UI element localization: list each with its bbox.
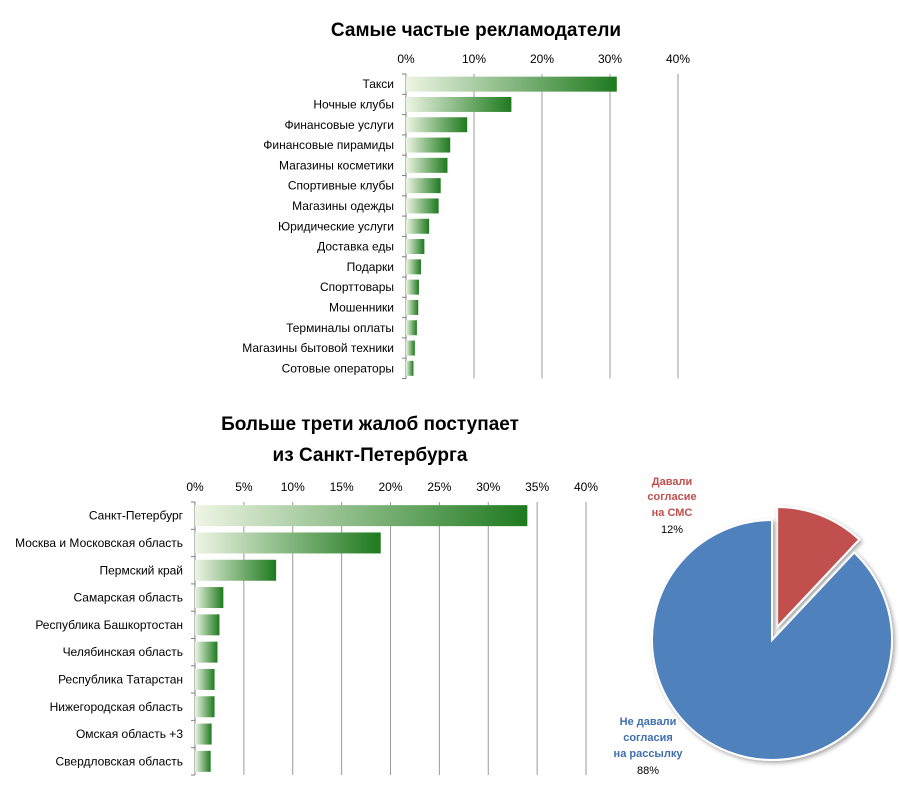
- category-label: Сотовые операторы: [282, 361, 394, 375]
- category-label: Магазины косметики: [279, 158, 394, 172]
- x-tick-label: 10%: [281, 480, 305, 494]
- category-label: Свердловская область: [56, 754, 183, 768]
- bar: [406, 279, 419, 295]
- pie-slice: [776, 505, 861, 630]
- pie-label-not-consented-line-2: согласия: [623, 732, 673, 744]
- bar: [406, 259, 421, 275]
- bar: [406, 178, 441, 194]
- category-label: Республика Татарстан: [58, 672, 183, 686]
- bar: [406, 76, 617, 92]
- bar: [406, 96, 512, 112]
- category-label: Ночные клубы: [313, 97, 394, 111]
- x-tick-label: 0%: [397, 52, 415, 66]
- bar: [406, 360, 414, 376]
- category-label: Санкт-Петербург: [89, 509, 184, 523]
- bar: [195, 696, 215, 718]
- category-label: Финансовые пирамиды: [263, 138, 394, 152]
- x-tick-label: 35%: [525, 480, 549, 494]
- bar: [195, 641, 218, 663]
- x-tick-label: 30%: [598, 52, 622, 66]
- pie-label-consented-line-1: Давали: [652, 476, 692, 488]
- x-tick-label: 25%: [427, 480, 451, 494]
- pie-labels: Давали согласие на СМС 12% Не давали сог…: [614, 476, 697, 777]
- bar: [195, 750, 211, 772]
- pie-label-consented-line-2: согласие: [647, 491, 696, 503]
- pie-slice: [651, 518, 893, 761]
- bar: [406, 239, 425, 255]
- category-label: Магазины бытовой техники: [242, 341, 394, 355]
- x-tick-label: 20%: [378, 480, 402, 494]
- advertisers-chart-title: Самые частые рекламодатели: [331, 20, 621, 41]
- x-tick-label: 10%: [462, 52, 486, 66]
- bar: [195, 723, 212, 745]
- category-label: Москва и Московская область: [15, 536, 183, 550]
- category-label: Спорттовары: [320, 280, 394, 294]
- bar: [406, 218, 430, 234]
- pie-label-not-consented-line-1: Не давали: [620, 716, 677, 728]
- category-label: Доставка еды: [317, 240, 394, 254]
- category-label: Пермский край: [99, 563, 183, 577]
- x-tick-label: 40%: [666, 52, 690, 66]
- bar: [406, 137, 451, 153]
- pie-value-consented: 12%: [661, 524, 683, 536]
- bar: [406, 117, 468, 133]
- regions-bar-chart: Больше трети жалоб поступает из Санкт-Пе…: [15, 414, 598, 776]
- advertisers-category-labels: Такси Ночные клубы Финансовые услуги Финанс…: [242, 77, 394, 375]
- category-label: Юридические услуги: [278, 219, 394, 233]
- bar: [406, 340, 415, 356]
- bar: [195, 587, 224, 609]
- category-label: Республика Башкортостан: [35, 618, 183, 632]
- bar: [195, 505, 528, 527]
- regions-chart-title-line-1: Больше трети жалоб поступает: [221, 414, 519, 435]
- bar: [195, 559, 277, 581]
- x-tick-label: 0%: [186, 480, 204, 494]
- advertisers-x-ticks: 0% 10% 20% 30% 40%: [397, 52, 690, 66]
- category-label: Магазины одежды: [292, 199, 394, 213]
- x-tick-label: 20%: [530, 52, 554, 66]
- pie-label-consented-line-3: на СМС: [652, 507, 693, 519]
- advertisers-bars: [406, 76, 617, 376]
- category-label: Терминалы оплаты: [286, 321, 394, 335]
- category-label: Самарская область: [73, 591, 183, 605]
- regions-category-labels: Санкт-Петербург Москва и Московская облас…: [15, 509, 184, 769]
- category-label: Спортивные клубы: [288, 179, 394, 193]
- category-label: Челябинская область: [63, 645, 183, 659]
- regions-bars: [195, 505, 528, 772]
- bar: [406, 299, 419, 315]
- x-tick-label: 15%: [330, 480, 354, 494]
- category-label: Финансовые услуги: [284, 118, 394, 132]
- bar: [406, 320, 417, 336]
- x-tick-label: 40%: [574, 480, 598, 494]
- pie-label-not-consented-line-3: на рассылку: [614, 748, 684, 760]
- x-tick-label: 30%: [476, 480, 500, 494]
- pie-slices: [651, 505, 893, 761]
- category-label: Подарки: [347, 260, 394, 274]
- bar: [195, 668, 215, 690]
- x-tick-label: 5%: [235, 480, 253, 494]
- category-label: Нижегородская область: [50, 700, 183, 714]
- bar: [195, 614, 220, 636]
- pie-value-not-consented: 88%: [637, 765, 659, 777]
- bar: [406, 198, 439, 214]
- category-label: Мошенники: [329, 300, 394, 314]
- regions-x-ticks: 0% 5% 10% 15% 20% 25% 30% 35% 40%: [186, 480, 598, 494]
- bar: [406, 157, 448, 173]
- sms-consent-pie-chart: Давали согласие на СМС 12% Не давали сог…: [614, 476, 893, 777]
- category-label: Такси: [362, 77, 394, 91]
- bar: [195, 532, 381, 554]
- regions-chart-title-line-2: из Санкт-Петербурга: [273, 445, 468, 466]
- category-label: Омская область +3: [76, 727, 183, 741]
- advertisers-bar-chart: Самые частые рекламодатели 0% 10% 20% 30% 40…: [242, 20, 690, 379]
